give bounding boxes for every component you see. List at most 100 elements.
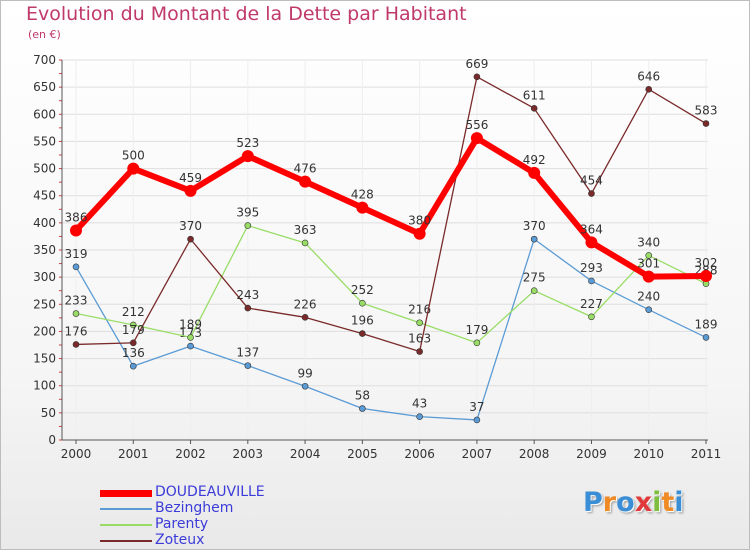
data-point: [244, 222, 252, 229]
series-line: [75, 224, 707, 344]
y-tick-label: 300: [33, 270, 56, 284]
data-point: [187, 334, 194, 341]
data-point: [588, 190, 595, 197]
data-point: [184, 184, 197, 197]
data-point: [72, 263, 80, 271]
data-label: 583: [695, 104, 718, 118]
y-tick-label: 600: [33, 107, 56, 121]
series-line: [75, 238, 707, 421]
data-label: 212: [122, 305, 145, 319]
legend-label: DOUDEAUVILLE: [155, 484, 265, 500]
y-tick-label: 0: [48, 433, 56, 447]
data-label: 459: [179, 171, 202, 185]
series-line: [75, 76, 707, 353]
legend-label: Bezinghem: [155, 500, 234, 516]
data-point: [702, 120, 710, 127]
data-point: [530, 287, 538, 295]
data-point: [127, 162, 140, 175]
data-point: [588, 313, 595, 321]
series-doudeauville: 386 500 459 523 476 428 380 556 492 364 301 302: [65, 118, 717, 283]
proxiti-logo: Proxiti: [583, 487, 684, 518]
y-tick-label: 400: [33, 216, 56, 230]
data-point: [129, 339, 137, 347]
data-point: [129, 362, 137, 370]
data-point: [187, 235, 194, 243]
data-label: 240: [637, 290, 660, 304]
data-label: 99: [297, 366, 312, 380]
legend-swatch: [100, 540, 152, 542]
series-parenty: 233212189395363252216179275227340288: [65, 206, 717, 347]
logo-letter: o: [616, 487, 635, 518]
y-tick-label: 50: [41, 406, 56, 420]
data-label: 492: [523, 153, 546, 167]
data-point: [642, 270, 655, 283]
data-point: [416, 348, 423, 355]
data-label: 364: [580, 222, 603, 236]
data-point: [473, 339, 481, 347]
data-point: [645, 86, 653, 93]
data-label: 189: [179, 317, 202, 331]
x-tick-label: 2006: [404, 447, 435, 461]
y-tick-label: 250: [33, 297, 56, 311]
data-point: [356, 201, 369, 214]
y-tick-label: 100: [33, 379, 56, 393]
data-point: [129, 321, 137, 329]
data-label: 370: [523, 219, 546, 233]
data-point: [473, 416, 481, 424]
data-point: [530, 105, 538, 112]
data-label: 301: [637, 257, 660, 271]
logo-letter: i: [652, 487, 662, 518]
data-point: [470, 132, 483, 145]
data-point: [645, 306, 653, 314]
logo-letter: t: [661, 487, 675, 518]
data-point: [359, 299, 366, 307]
data-point: [301, 382, 309, 390]
data-label: 386: [65, 210, 88, 224]
data-label: 428: [351, 188, 374, 202]
data-point: [244, 304, 252, 312]
data-label: 58: [355, 389, 370, 403]
data-point: [416, 319, 423, 327]
x-tick-label: 2008: [519, 447, 550, 461]
data-point: [588, 277, 595, 285]
series-zoteux: 176 179 370 243 226 196 163 669 611 454 646 583: [65, 57, 718, 355]
data-label: 380: [408, 214, 431, 228]
x-tick-label: 2011: [691, 447, 722, 461]
x-tick-label: 2004: [290, 447, 321, 461]
series-line: [73, 135, 707, 280]
y-tick-label: 200: [33, 324, 56, 338]
data-point: [700, 270, 712, 283]
data-label: 370: [179, 219, 202, 233]
data-label: 319: [65, 247, 88, 261]
data-point: [528, 166, 541, 179]
x-tick-label: 2001: [118, 447, 149, 461]
data-label: 669: [465, 57, 488, 71]
data-label: 189: [695, 317, 718, 331]
y-tick-label: 700: [33, 53, 56, 67]
logo-letter: x: [634, 487, 653, 518]
x-tick-label: 2009: [576, 447, 607, 461]
legend-label: Zoteux: [155, 532, 205, 548]
data-point: [359, 330, 366, 337]
data-point: [241, 150, 254, 163]
y-tick-label: 500: [33, 162, 56, 176]
data-point: [72, 310, 80, 317]
data-point: [702, 334, 710, 341]
data-label: 476: [294, 162, 317, 176]
data-label: 37: [469, 400, 484, 414]
data-label: 243: [236, 288, 259, 302]
legend-swatch: [100, 508, 152, 510]
data-label: 163: [408, 332, 431, 346]
x-tick-label: 2000: [61, 447, 92, 461]
chart-subtitle: (en €): [28, 28, 61, 41]
data-label: 176: [65, 324, 88, 338]
data-label: 523: [236, 136, 259, 150]
y-tick-label: 650: [33, 80, 56, 94]
data-label: 340: [637, 235, 660, 249]
data-point: [585, 236, 598, 249]
data-point: [72, 341, 80, 348]
x-tick-label: 2005: [347, 447, 378, 461]
data-label: 293: [580, 261, 603, 275]
